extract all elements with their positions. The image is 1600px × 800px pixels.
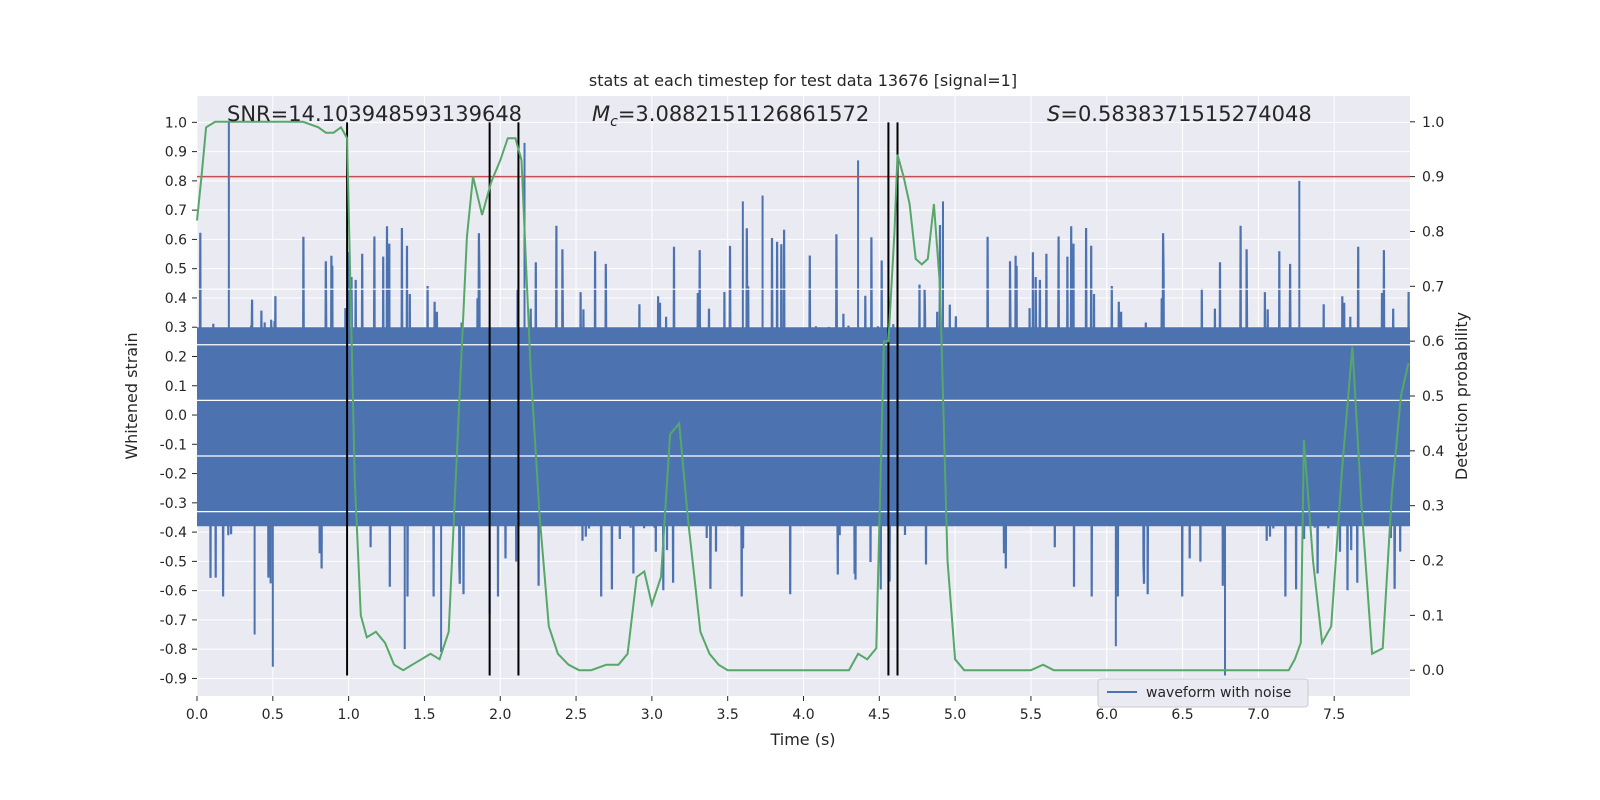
legend-box: [1097, 678, 1309, 708]
y2-tick-label: 1.0: [1422, 115, 1444, 131]
y2-tick-label: 0.5: [1422, 389, 1444, 405]
x-tick-label: 4.0: [792, 707, 814, 723]
y-tick-label: -0.7: [160, 613, 187, 629]
x-tick-label: 3.5: [717, 707, 739, 723]
x-tick-label: 2.0: [489, 707, 511, 723]
y-tick-label: -0.9: [160, 671, 187, 687]
y-tick-label: 0.3: [165, 320, 187, 336]
chirp-mass-symbol: M: [592, 102, 610, 126]
y-tick-label: 1.0: [165, 115, 187, 131]
x-tick-label: 3.0: [641, 707, 663, 723]
x-axis-ticks: 0.0 0.5 1.0 1.5 2.0 2.5 3.0 3.5 4.0 4.5 5.0 5.5 6.0 6…: [186, 696, 1345, 723]
s-value: =0.5838371515274048: [1060, 102, 1311, 126]
y2-tick-label: 0.4: [1422, 444, 1444, 460]
x-tick-label: 4.5: [868, 707, 890, 723]
y-tick-label: 0.7: [165, 203, 187, 219]
y2-tick-label: 0.8: [1422, 224, 1444, 240]
y2-tick-label: 0.7: [1422, 279, 1444, 295]
s-annotation: S=0.5838371515274048: [1047, 102, 1312, 126]
x-tick-label: 1.0: [337, 707, 359, 723]
x-tick-label: 5.0: [944, 707, 966, 723]
y-tick-label: -0.2: [160, 467, 187, 483]
snr-annotation: SNR=14.103948593139648: [227, 102, 522, 126]
chirp-mass-subscript: c: [610, 114, 618, 130]
y2-axis-ticks: 1.0 0.9 0.8 0.7 0.6 0.5 0.4 0.3 0.2 0.1 0.0: [1410, 115, 1444, 679]
y-tick-label: 0.8: [165, 174, 187, 190]
waveform-series: [197, 122, 1410, 676]
y-axis-label: Whitened strain: [122, 332, 141, 459]
x-tick-label: 0.0: [186, 707, 208, 723]
x-tick-label: 5.5: [1020, 707, 1042, 723]
chart-title: stats at each timestep for test data 136…: [589, 71, 1017, 90]
probability-curve: [196, 120, 1410, 672]
y2-tick-label: 0.2: [1422, 554, 1444, 570]
y-tick-label: -0.4: [160, 525, 187, 541]
chirp-mass-value: =3.0882151126861572: [618, 102, 869, 126]
y-tick-label: -0.8: [160, 642, 187, 658]
y2-axis-label: Detection probability: [1452, 312, 1471, 480]
y-tick-label: 0.4: [165, 291, 187, 307]
y2-tick-label: 0.0: [1422, 663, 1444, 679]
y-tick-label: -0.6: [160, 584, 187, 600]
y-tick-label: -0.5: [160, 554, 187, 570]
x-tick-label: 6.5: [1171, 707, 1193, 723]
y2-tick-label: 0.9: [1422, 170, 1444, 186]
event-markers: [346, 122, 899, 676]
legend: waveform with noise: [1097, 678, 1309, 708]
y-axis-ticks: 1.0 0.9 0.8 0.7 0.6 0.5 0.4 0.3 0.2 0.1 0.0 -0.1 -0.…: [160, 115, 197, 687]
y-tick-label: 0.0: [165, 408, 187, 424]
x-tick-label: 7.5: [1323, 707, 1345, 723]
y2-tick-label: 0.6: [1422, 334, 1444, 350]
chirp-mass-annotation: Mc=3.0882151126861572: [592, 102, 869, 130]
x-tick-label: 1.5: [413, 707, 435, 723]
x-axis-label: Time (s): [769, 730, 835, 749]
y-tick-label: -0.1: [160, 437, 187, 453]
y2-tick-label: 0.1: [1422, 608, 1444, 624]
y-tick-label: -0.3: [160, 496, 187, 512]
x-tick-label: 6.0: [1096, 707, 1118, 723]
x-tick-label: 0.5: [262, 707, 284, 723]
y-tick-label: 0.9: [165, 145, 187, 161]
y-tick-label: 0.1: [165, 379, 187, 395]
s-symbol: S: [1047, 102, 1060, 126]
x-tick-label: 2.5: [565, 707, 587, 723]
legend-label: waveform with noise: [1146, 685, 1291, 701]
waveform-core: [197, 327, 1410, 527]
y-tick-label: 0.2: [165, 349, 187, 365]
y-tick-label: 0.6: [165, 232, 187, 248]
x-tick-label: 7.0: [1247, 707, 1269, 723]
y-tick-label: 0.5: [165, 262, 187, 278]
probability-series: [196, 120, 1410, 672]
y2-tick-label: 0.3: [1422, 499, 1444, 515]
